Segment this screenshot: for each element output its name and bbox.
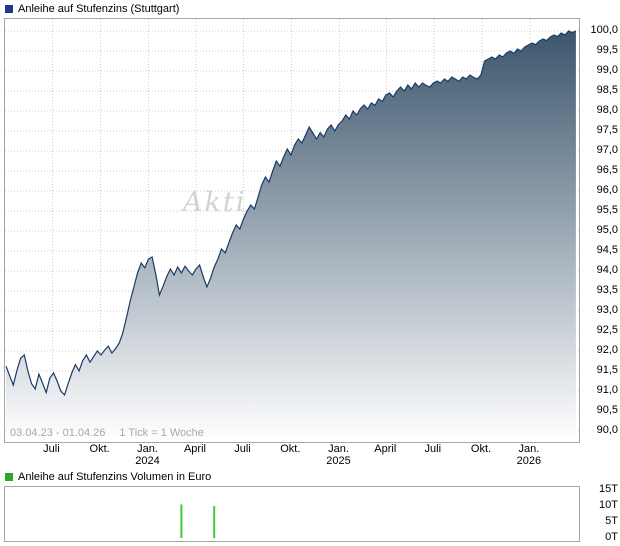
price-y-tick-label: 94,5 [596, 244, 618, 256]
price-y-tick-label: 90,0 [596, 424, 618, 436]
price-x-tick-label: April [374, 443, 397, 455]
price-y-tick-label: 97,5 [596, 124, 618, 136]
price-x-tick-label: Jan. 2026 [516, 443, 542, 467]
volume-series-swatch [5, 473, 13, 481]
price-y-tick-label: 91,5 [596, 364, 618, 376]
date-range-value: 03.04.23 - 01.04.26 [10, 427, 106, 439]
price-y-tick-label: 99,0 [596, 64, 618, 76]
price-y-tick-label: 95,5 [596, 204, 618, 216]
price-x-axis: Juli Okt. Jan. 2024 April Juli Okt. Jan. 2025 Apr… [4, 443, 578, 469]
price-y-tick-label: 100,0 [590, 24, 618, 36]
price-y-tick-label: 99,5 [596, 44, 618, 56]
price-y-tick-label: 95,0 [596, 224, 618, 236]
price-chart: Akti 03.04.23 - 01.04.26 1 Tick = 1 Woche [4, 18, 580, 443]
price-x-tick-label: Okt. [89, 443, 110, 455]
price-series-swatch [5, 5, 13, 13]
date-range-label: 03.04.23 - 01.04.26 1 Tick = 1 Woche [10, 427, 204, 439]
price-y-tick-label: 96,0 [596, 184, 618, 196]
price-y-tick-label: 91,0 [596, 384, 618, 396]
volume-chart-title: Anleihe auf Stufenzins Volumen in Euro [18, 471, 212, 483]
price-y-tick-label: 92,0 [596, 344, 618, 356]
price-area-chart [5, 19, 579, 442]
price-x-tick-label: April [183, 443, 206, 455]
price-y-tick-label: 98,0 [596, 104, 618, 116]
price-y-tick-label: 96,5 [596, 164, 618, 176]
price-y-tick-label: 98,5 [596, 84, 618, 96]
volume-y-tick-label: 5T [605, 515, 618, 527]
price-chart-title: Anleihe auf Stufenzins (Stuttgart) [18, 3, 180, 15]
price-chart-legend: Anleihe auf Stufenzins (Stuttgart) [5, 3, 179, 15]
price-y-tick-label: 93,5 [596, 284, 618, 296]
price-x-tick-label: Okt. [470, 443, 492, 455]
price-y-axis: 100,0 99,5 99,0 98,5 98,0 97,5 97,0 96,5 96,0 95,… [582, 18, 618, 441]
volume-chart [4, 486, 580, 542]
price-y-tick-label: 97,0 [596, 144, 618, 156]
volume-bar-chart [180, 504, 216, 538]
volume-y-tick-label: 10T [599, 499, 618, 511]
price-y-tick-label: 94,0 [596, 264, 618, 276]
price-y-tick-label: 93,0 [596, 304, 618, 316]
price-y-tick-label: 90,5 [596, 404, 618, 416]
volume-y-tick-label: 0T [605, 531, 618, 543]
volume-y-tick-label: 15T [599, 483, 618, 495]
price-x-tick-label: Jan. 2024 [135, 443, 160, 467]
price-x-tick-label: Juli [424, 443, 442, 455]
price-x-tick-label: Juli [234, 443, 251, 455]
price-x-tick-label: Okt. [280, 443, 301, 455]
price-y-tick-label: 92,5 [596, 324, 618, 336]
volume-y-axis: 15T 10T 5T 0T [582, 483, 618, 543]
tick-interval-label: 1 Tick = 1 Woche [119, 427, 204, 439]
price-x-tick-label: Jan. 2025 [326, 443, 351, 467]
volume-chart-legend: Anleihe auf Stufenzins Volumen in Euro [5, 471, 211, 483]
price-x-tick-label: Juli [43, 443, 60, 455]
